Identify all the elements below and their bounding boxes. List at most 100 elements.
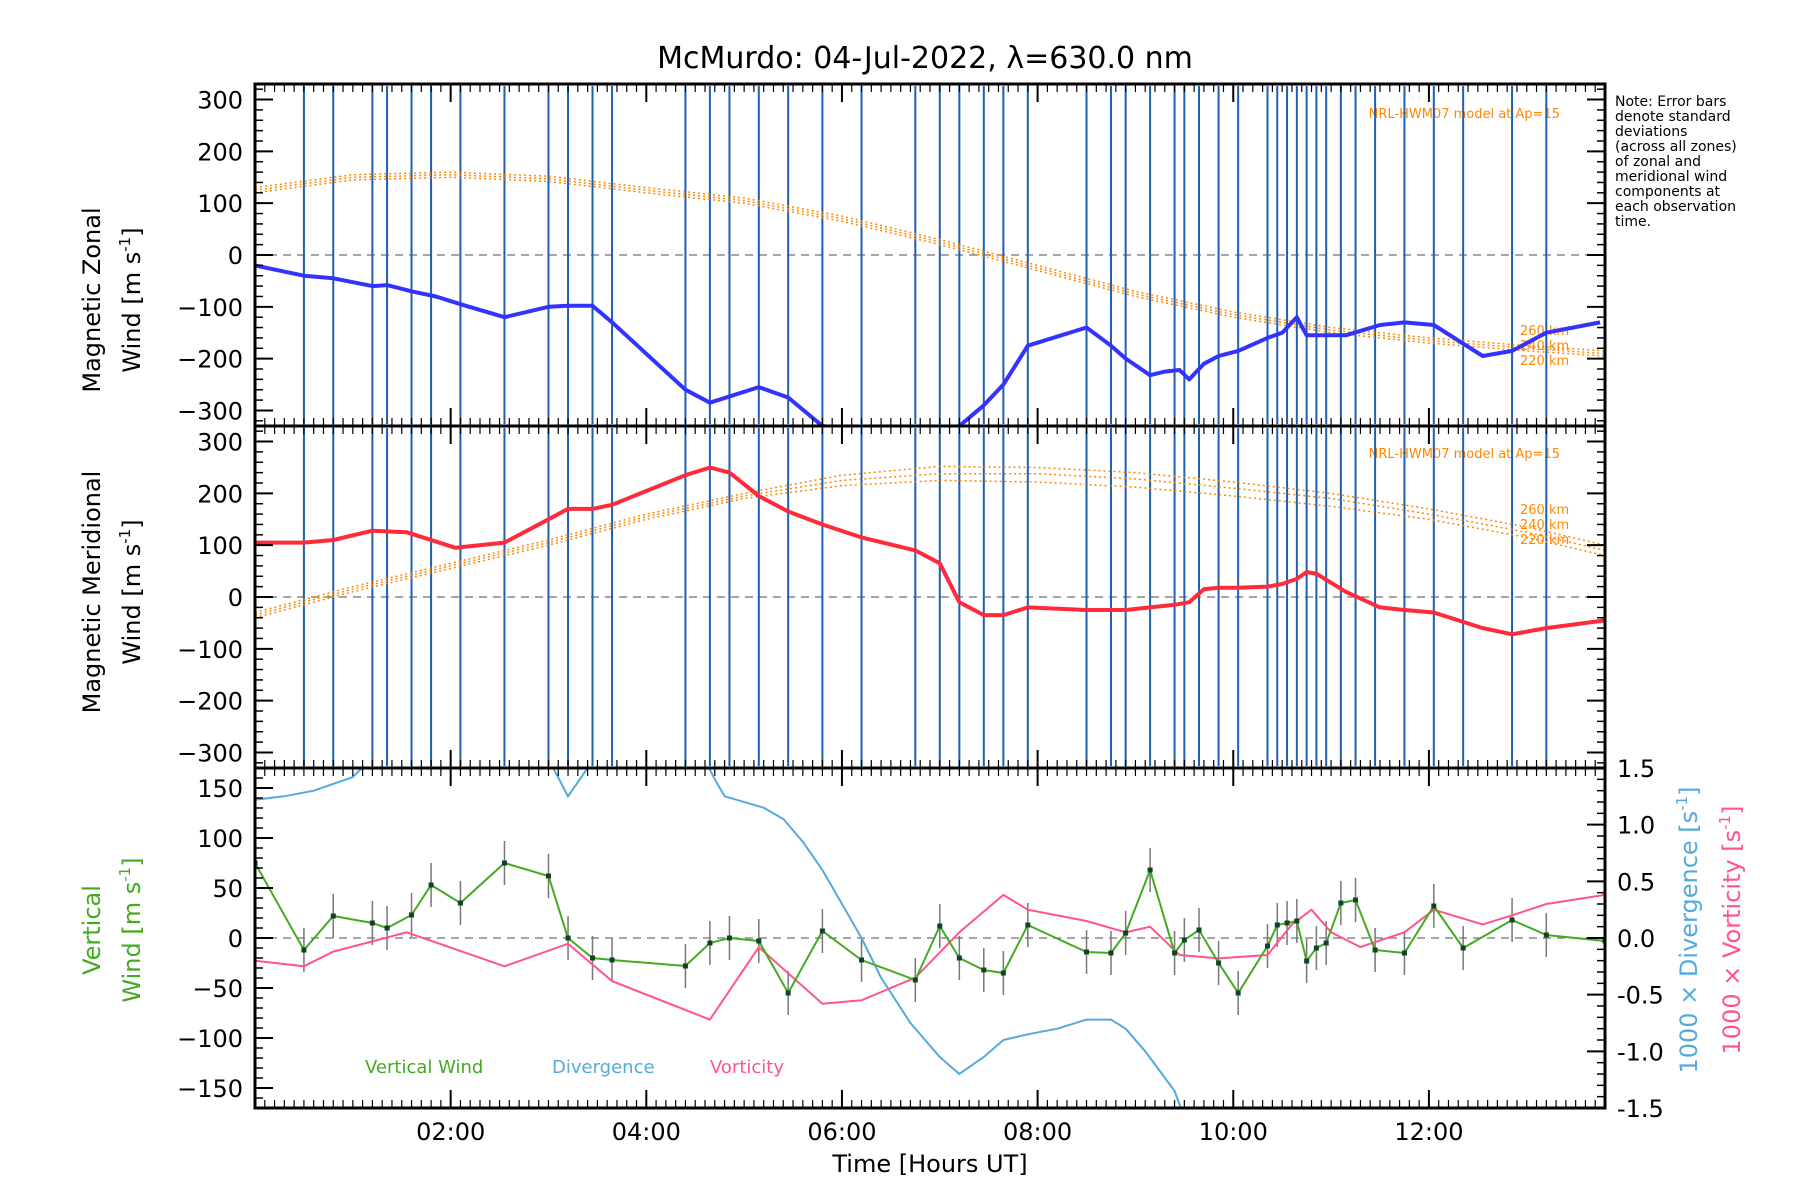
vertical-wind-point bbox=[1000, 970, 1006, 976]
vertical-wind-point bbox=[545, 873, 551, 879]
vertical-wind-point bbox=[981, 967, 987, 973]
vertical-wind-point bbox=[1509, 917, 1515, 923]
vertical-wind-point bbox=[590, 955, 595, 961]
vertical-wind-point bbox=[956, 955, 962, 961]
note-line: Note: Error bars bbox=[1615, 94, 1726, 110]
panel2-alt-label-240: 240 km bbox=[1520, 518, 1569, 533]
vertical-wind-point bbox=[369, 920, 375, 926]
vorticity-line bbox=[255, 893, 1605, 1021]
divergence-line bbox=[255, 768, 1182, 1108]
y-tick-label: 300 bbox=[197, 87, 243, 115]
vertical-wind-point bbox=[859, 957, 865, 963]
panel2-ylabel: Magnetic Meridional Wind [m s-1] bbox=[78, 471, 146, 714]
vertical-wind-point bbox=[682, 963, 688, 969]
panel1-ylabel-line2: Wind [m s-1] bbox=[116, 227, 146, 372]
vertical-wind-point bbox=[384, 925, 390, 931]
vertical-wind-point bbox=[428, 882, 434, 888]
panel3-legend: Vertical Wind Divergence Vorticity bbox=[365, 1057, 784, 1078]
vertical-wind-point bbox=[1084, 949, 1090, 955]
x-tick-label: 06:00 bbox=[807, 1118, 876, 1146]
panel2-annotations: NRL-HWM07 model at Ap=15 260 km 240 km 2… bbox=[1369, 447, 1570, 548]
vertical-wind-point bbox=[457, 900, 463, 906]
model-curve bbox=[255, 479, 1605, 619]
y-tick-label: −50 bbox=[192, 975, 243, 1003]
vertical-wind-point bbox=[1460, 945, 1466, 951]
vertical-wind-point bbox=[1216, 960, 1222, 966]
panel3-right-label-vorticity: 1000 × Vorticity [s-1] bbox=[1716, 806, 1746, 1055]
right-tick-label: 1.0 bbox=[1617, 812, 1655, 840]
x-tick-label: 08:00 bbox=[1003, 1118, 1072, 1146]
y-tick-label: 50 bbox=[212, 875, 243, 903]
chart-title: McMurdo: 04-Jul-2022, λ=630.0 nm bbox=[657, 41, 1193, 76]
y-tick-label: −100 bbox=[177, 1025, 243, 1053]
y-tick-label: −200 bbox=[177, 346, 243, 374]
vertical-wind-point bbox=[1025, 922, 1031, 928]
note-line: (across all zones) bbox=[1615, 139, 1737, 155]
vertical-wind-point bbox=[409, 912, 415, 918]
note-line: meridional wind bbox=[1615, 169, 1727, 185]
vertical-wind-point bbox=[937, 923, 943, 929]
panel3-ylabel: Vertical Wind [m s-1] 1000 × Divergence … bbox=[78, 786, 1746, 1073]
right-tick-label: 0.0 bbox=[1617, 925, 1655, 953]
vertical-wind-point bbox=[1274, 922, 1280, 928]
vertical-wind-point bbox=[1372, 947, 1378, 953]
vertical-wind-point bbox=[1338, 900, 1344, 906]
vertical-wind-point bbox=[1147, 867, 1153, 873]
y-tick-label: −300 bbox=[177, 739, 243, 767]
panel1-plot-area bbox=[255, 86, 1605, 426]
legend-vorticity: Vorticity bbox=[710, 1057, 784, 1078]
y-tick-label: −100 bbox=[177, 636, 243, 664]
vertical-wind-line bbox=[255, 861, 1605, 996]
vertical-wind-point bbox=[912, 977, 918, 983]
panel2-model-label: NRL-HWM07 model at Ap=15 bbox=[1369, 447, 1560, 462]
y-tick-label: 200 bbox=[197, 480, 243, 508]
panel3-ylabel-line1: Vertical bbox=[78, 885, 106, 975]
note-block: Note: Error bars denote standard deviati… bbox=[1615, 94, 1737, 230]
vertical-wind-point bbox=[1431, 903, 1437, 909]
vertical-wind-point bbox=[1265, 943, 1270, 949]
vertical-wind-point bbox=[1196, 927, 1202, 933]
vertical-wind-point bbox=[609, 957, 615, 963]
model-curve bbox=[255, 465, 1605, 614]
vertical-wind-point bbox=[707, 940, 713, 946]
vertical-wind-point bbox=[1284, 920, 1290, 926]
vertical-wind-point bbox=[1543, 932, 1549, 938]
y-tick-label: 100 bbox=[197, 825, 243, 853]
x-axis-label: Time [Hours UT] bbox=[831, 1150, 1027, 1178]
vertical-wind-point bbox=[1304, 958, 1310, 964]
panel3-plot-area bbox=[255, 768, 1605, 1108]
note-line: deviations bbox=[1615, 124, 1687, 140]
x-tick-label: 10:00 bbox=[1199, 1118, 1268, 1146]
panel3-ylabel-line2: Wind [m s-1] bbox=[116, 857, 146, 1002]
model-curve bbox=[255, 173, 1605, 355]
panel2-plot-area bbox=[255, 428, 1605, 766]
panel1-model-label: NRL-HWM07 model at Ap=15 bbox=[1369, 107, 1560, 122]
vertical-wind-point bbox=[819, 928, 825, 934]
x-tick-label: 04:00 bbox=[612, 1118, 681, 1146]
right-tick-label: -1.5 bbox=[1617, 1095, 1664, 1123]
y-tick-label: 0 bbox=[228, 242, 243, 270]
model-curve bbox=[255, 176, 1605, 357]
vertical-wind-point bbox=[726, 935, 732, 941]
panel1-annotations: NRL-HWM07 model at Ap=15 260 km 240 km 2… bbox=[1369, 107, 1570, 369]
y-tick-label: 150 bbox=[197, 775, 243, 803]
vertical-wind-point bbox=[1401, 950, 1407, 956]
y-tick-label: 0 bbox=[228, 925, 243, 953]
vertical-wind-point bbox=[1313, 945, 1319, 951]
right-tick-label: 1.5 bbox=[1617, 755, 1655, 783]
note-line: components at bbox=[1615, 184, 1721, 200]
y-tick-label: −150 bbox=[177, 1075, 243, 1103]
y-tick-label: −300 bbox=[177, 397, 243, 425]
y-tick-label: −100 bbox=[177, 294, 243, 322]
y-tick-label: 300 bbox=[197, 429, 243, 457]
panel2-ylabel-line2: Wind [m s-1] bbox=[116, 519, 146, 664]
model-curve bbox=[255, 171, 1605, 352]
vertical-wind-point bbox=[1123, 930, 1129, 936]
panel1-alt-label-240: 240 km bbox=[1520, 339, 1569, 354]
panel1-alt-label-220: 220 km bbox=[1520, 354, 1569, 369]
right-tick-label: -1.0 bbox=[1617, 1038, 1664, 1066]
vertical-wind-point bbox=[1172, 950, 1178, 956]
right-tick-label: -0.5 bbox=[1617, 982, 1664, 1010]
y-tick-label: 100 bbox=[197, 532, 243, 560]
